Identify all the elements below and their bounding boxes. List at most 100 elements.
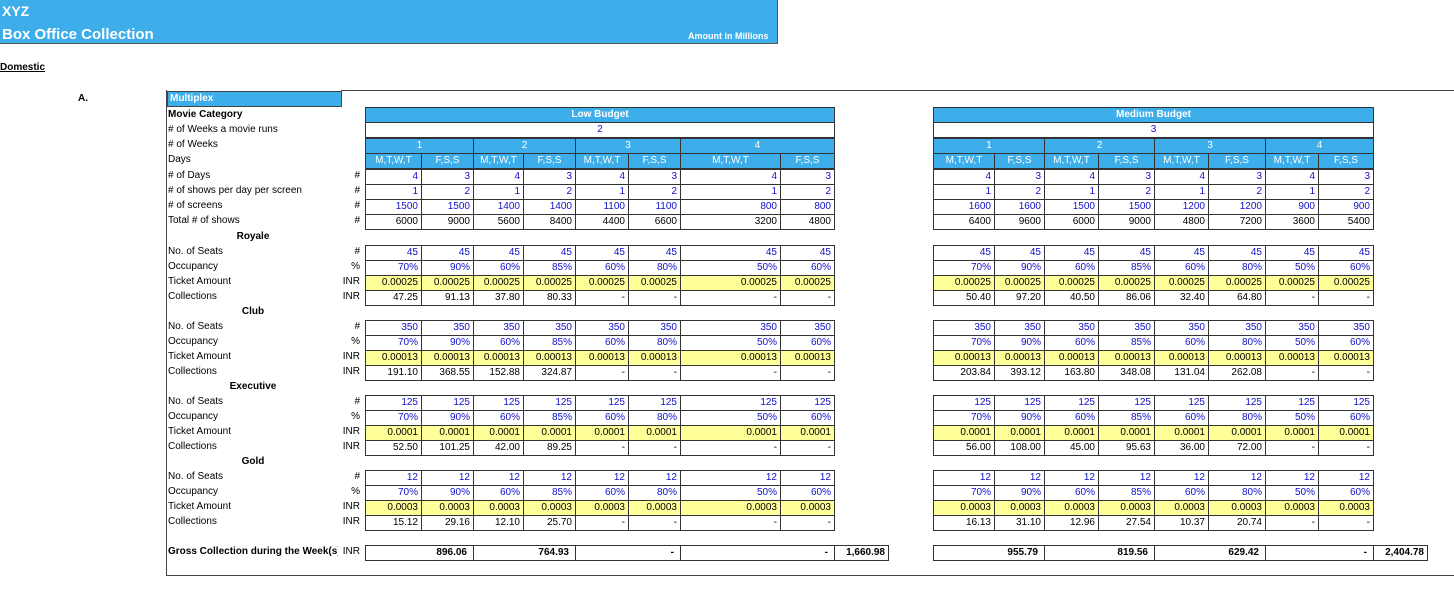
day-header: M,T,W,T (1265, 153, 1319, 169)
class-cell: 45 (994, 245, 1045, 261)
class-cell: 12 (933, 470, 995, 486)
class-cell: 12 (575, 470, 629, 486)
day-header: F,S,S (780, 153, 835, 169)
gross-cell: 764.93 (473, 545, 576, 561)
class-cell: 12 (1318, 470, 1374, 486)
class-cell: 50% (680, 485, 781, 501)
row-label: No. of Seats (168, 471, 224, 482)
class-cell: 27.54 (1098, 515, 1155, 531)
class-cell: 16.13 (933, 515, 995, 531)
gross-cell: 896.06 (365, 545, 474, 561)
class-cell: 12 (1265, 470, 1319, 486)
class-cell: 90% (994, 410, 1045, 426)
day-header: F,S,S (523, 153, 576, 169)
class-cell: 60% (1044, 335, 1099, 351)
class-cell: 15.12 (365, 515, 422, 531)
class-cell: 0.0001 (994, 425, 1045, 441)
row-label: Collections (168, 516, 217, 527)
class-cell: 0.00013 (1098, 350, 1155, 366)
day-header: F,S,S (1098, 153, 1155, 169)
setup-cell: 4400 (575, 214, 629, 230)
class-cell: 125 (523, 395, 576, 411)
class-cell: - (575, 440, 629, 456)
setup-cell: 6000 (1044, 214, 1099, 230)
class-cell: 64.80 (1208, 290, 1266, 306)
class-cell: - (680, 515, 781, 531)
class-cell: 80% (1208, 335, 1266, 351)
class-cell: 60% (1154, 410, 1209, 426)
class-cell: 60% (1154, 485, 1209, 501)
setup-cell: 1100 (628, 199, 681, 215)
day-header: F,S,S (1208, 153, 1266, 169)
class-cell: 37.80 (473, 290, 524, 306)
class-cell: 0.0001 (575, 425, 629, 441)
class-cell: 45 (575, 245, 629, 261)
class-cell: 125 (1318, 395, 1374, 411)
weeks-run: 3 (933, 122, 1374, 138)
class-cell: 152.88 (473, 365, 524, 381)
setup-cell: 1500 (1098, 199, 1155, 215)
week-header: 1 (933, 138, 1045, 154)
class-cell: 50.40 (933, 290, 995, 306)
setup-cell: 2 (1318, 184, 1374, 200)
class-cell: 0.00013 (523, 350, 576, 366)
class-cell: 0.0003 (1098, 500, 1155, 516)
class-cell: 70% (365, 335, 422, 351)
setup-cell: 3 (994, 169, 1045, 185)
class-cell: 85% (523, 410, 576, 426)
class-cell: 0.0001 (365, 425, 422, 441)
setup-cell: 1 (1044, 184, 1099, 200)
class-cell: 191.10 (365, 365, 422, 381)
class-cell: 60% (1154, 335, 1209, 351)
week-header: 1 (365, 138, 474, 154)
setup-cell: 1600 (933, 199, 995, 215)
week-header: 2 (473, 138, 576, 154)
class-cell: 0.00013 (628, 350, 681, 366)
class-cell: 0.00025 (933, 275, 995, 291)
class-cell: 80% (628, 410, 681, 426)
row-label: No. of Seats (168, 321, 224, 332)
class-cell: 0.0001 (1265, 425, 1319, 441)
setup-cell: 2 (523, 184, 576, 200)
class-cell: - (628, 440, 681, 456)
class-cell: 350 (994, 320, 1045, 336)
row-unit: % (351, 411, 360, 422)
class-cell: 108.00 (994, 440, 1045, 456)
row-unit: INR (342, 426, 360, 437)
gross-cell: 629.42 (1154, 545, 1266, 561)
class-cell: - (575, 365, 629, 381)
class-cell: 60% (473, 260, 524, 276)
setup-cell: 2 (780, 184, 835, 200)
row-label: Occupancy (168, 336, 219, 347)
class-cell: 80% (1208, 410, 1266, 426)
class-cell: - (1318, 440, 1374, 456)
class-cell: 0.00013 (994, 350, 1045, 366)
setup-cell: 800 (780, 199, 835, 215)
class-cell: 91.13 (421, 290, 474, 306)
day-header: M,T,W,T (933, 153, 995, 169)
row-unit: # (354, 170, 360, 181)
row-label: # of Weeks a movie runs (168, 124, 278, 135)
class-cell: 0.0003 (421, 500, 474, 516)
class-cell: - (1265, 290, 1319, 306)
setup-cell: 9000 (1098, 214, 1155, 230)
class-cell: 0.00013 (473, 350, 524, 366)
class-cell: 0.0001 (1044, 425, 1099, 441)
class-cell: 72.00 (1208, 440, 1266, 456)
class-cell: 70% (933, 335, 995, 351)
class-cell: 0.0003 (1154, 500, 1209, 516)
class-cell: 0.00013 (1154, 350, 1209, 366)
setup-cell: 4 (1265, 169, 1319, 185)
class-cell: 125 (421, 395, 474, 411)
setup-cell: 1200 (1154, 199, 1209, 215)
class-cell: 0.00025 (575, 275, 629, 291)
class-cell: 12 (473, 470, 524, 486)
class-cell: 12 (365, 470, 422, 486)
setup-cell: 1200 (1208, 199, 1266, 215)
class-cell: 12 (628, 470, 681, 486)
row-unit: INR (342, 276, 360, 287)
class-cell: 89.25 (523, 440, 576, 456)
class-cell: 0.0001 (780, 425, 835, 441)
class-cell: 350 (1044, 320, 1099, 336)
day-header: F,S,S (421, 153, 474, 169)
